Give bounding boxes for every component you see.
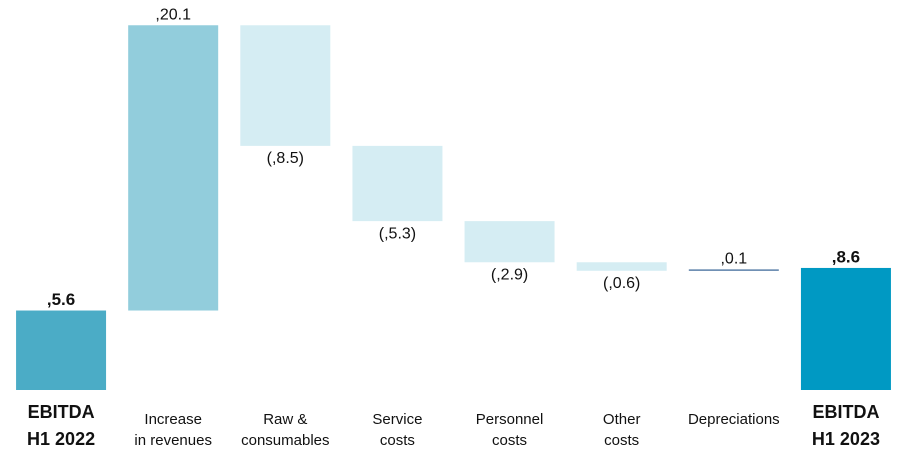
value-label: ,8.6 bbox=[832, 247, 860, 266]
x-tick-label: Increase bbox=[144, 411, 202, 428]
x-tick-label: costs bbox=[380, 432, 415, 449]
value-label: ,0.1 bbox=[720, 251, 747, 268]
value-label: (,8.5) bbox=[267, 150, 304, 167]
x-tick-label: H1 2022 bbox=[27, 429, 95, 449]
bar bbox=[576, 262, 667, 271]
value-label: ,5.6 bbox=[47, 290, 75, 309]
x-tick-label: Depreciations bbox=[688, 411, 780, 428]
x-tick-label: EBITDA bbox=[812, 402, 879, 422]
value-label: (,2.9) bbox=[491, 266, 528, 283]
x-tick-label: Service bbox=[372, 411, 422, 428]
x-tick-label: Raw & bbox=[263, 411, 307, 428]
value-label: ,20.1 bbox=[155, 6, 191, 23]
bar bbox=[352, 145, 443, 222]
value-label: (,0.6) bbox=[603, 275, 640, 292]
x-tick-label: Personnel bbox=[476, 411, 544, 428]
x-tick-label: H1 2023 bbox=[812, 429, 880, 449]
x-tick-label: EBITDA bbox=[28, 402, 95, 422]
bar bbox=[688, 269, 779, 271]
x-tick-label: costs bbox=[604, 432, 639, 449]
x-tick-label: costs bbox=[492, 432, 527, 449]
x-tick-label: in revenues bbox=[134, 432, 212, 449]
bar bbox=[16, 310, 107, 390]
bar bbox=[240, 25, 331, 146]
bar bbox=[464, 221, 555, 263]
x-tick-label: Other bbox=[603, 411, 641, 428]
x-tick-label: consumables bbox=[241, 432, 329, 449]
bar bbox=[800, 267, 891, 390]
value-label: (,5.3) bbox=[379, 225, 416, 242]
bar bbox=[128, 25, 219, 311]
